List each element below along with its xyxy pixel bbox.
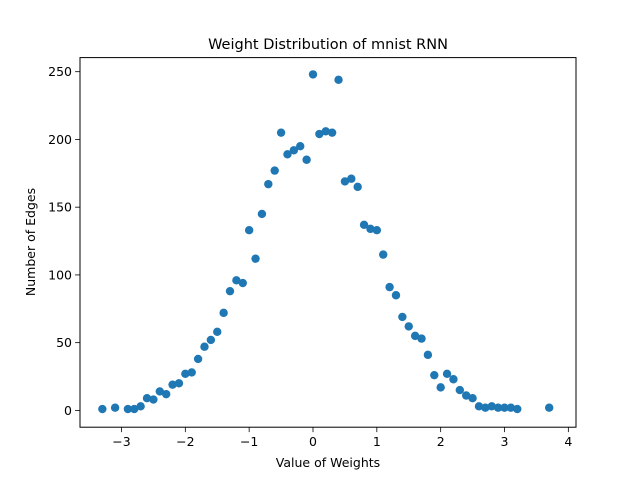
x-tick-label: 4: [564, 434, 572, 449]
plot-frame: [79, 57, 577, 428]
data-point: [321, 127, 330, 136]
chart-title: Weight Distribution of mnist RNN: [208, 37, 448, 53]
x-axis-label: Value of Weights: [276, 455, 380, 470]
y-tick-label: 200: [48, 132, 72, 147]
y-tick-label: 150: [48, 200, 72, 215]
data-point: [219, 308, 228, 318]
data-point: [347, 174, 356, 183]
data-point: [270, 166, 279, 175]
data-point: [372, 226, 382, 235]
data-point: [206, 335, 216, 345]
data-point: [136, 402, 145, 411]
data-point: [168, 380, 177, 389]
data-point: [187, 368, 196, 377]
data-point: [327, 128, 337, 137]
data-point: [257, 209, 267, 219]
data-point: [506, 403, 516, 412]
data-point: [513, 404, 522, 414]
x-axis-ticks: −3 −2 −1 0 1 2 3 4: [112, 427, 572, 449]
data-point: [493, 403, 503, 412]
y-tick-label: 100: [48, 267, 72, 282]
data-point: [244, 226, 254, 235]
data-point: [366, 224, 375, 234]
data-point: [276, 128, 286, 137]
data-points: [98, 70, 554, 414]
data-point: [353, 182, 362, 192]
data-point: [500, 403, 509, 412]
data-point: [296, 142, 305, 151]
data-point: [251, 254, 260, 263]
data-point: [442, 369, 452, 379]
data-point: [487, 402, 496, 411]
data-point: [449, 375, 458, 384]
data-point: [379, 250, 388, 259]
x-tick-label: 3: [501, 434, 509, 449]
data-point: [481, 403, 490, 412]
x-tick-label: −2: [176, 434, 194, 449]
data-point: [193, 354, 203, 364]
data-point: [436, 383, 445, 392]
data-point: [455, 385, 465, 395]
data-point: [149, 395, 158, 404]
y-tick-label: 250: [48, 64, 72, 79]
data-point: [334, 75, 343, 85]
x-tick-label: 2: [437, 434, 445, 449]
data-point: [142, 394, 152, 403]
data-point: [200, 342, 209, 351]
data-point: [123, 404, 133, 414]
data-point: [462, 391, 471, 400]
data-point: [410, 331, 420, 341]
data-point: [417, 334, 426, 343]
x-tick-label: −1: [240, 434, 258, 449]
data-point: [308, 70, 318, 79]
data-point: [359, 220, 369, 229]
data-point: [302, 155, 311, 164]
x-tick-label: 0: [309, 434, 317, 449]
y-axis-label: Number of Edges: [23, 188, 38, 296]
x-tick-label: −3: [112, 434, 130, 449]
data-point: [174, 379, 184, 388]
data-point: [544, 403, 554, 412]
data-point: [474, 402, 484, 411]
data-point: [398, 312, 407, 322]
data-point: [423, 350, 433, 360]
data-point: [161, 389, 171, 399]
data-point: [340, 177, 350, 186]
data-point: [404, 322, 413, 331]
data-point: [283, 150, 292, 159]
data-point: [232, 276, 241, 285]
data-point: [98, 404, 107, 414]
data-point: [225, 286, 235, 296]
data-point: [264, 179, 273, 189]
data-point: [110, 403, 120, 412]
data-point: [315, 129, 324, 139]
data-point: [181, 369, 190, 379]
y-tick-label: 50: [56, 335, 72, 350]
data-point: [213, 327, 222, 337]
data-point: [391, 291, 401, 300]
data-point: [385, 282, 394, 292]
data-point: [155, 387, 164, 396]
data-point: [468, 394, 477, 403]
y-axis-ticks: 0 50 100 150 200 250: [48, 64, 80, 418]
y-tick-label: 0: [64, 403, 72, 418]
data-point: [430, 370, 439, 380]
x-tick-label: 1: [373, 434, 381, 449]
data-point: [289, 146, 299, 155]
data-point: [238, 278, 247, 288]
data-point: [130, 404, 139, 414]
